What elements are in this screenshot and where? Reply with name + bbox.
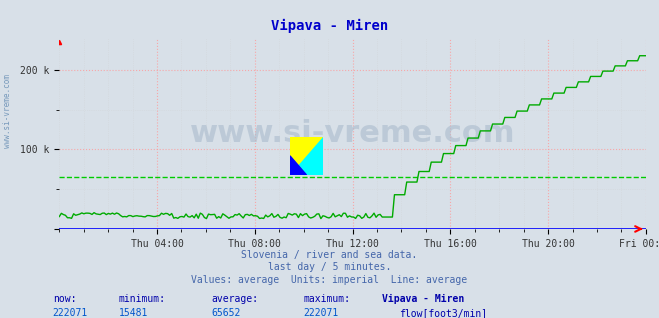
Text: 65652: 65652 — [211, 308, 241, 318]
Text: Vipava - Miren: Vipava - Miren — [271, 19, 388, 33]
Text: last day / 5 minutes.: last day / 5 minutes. — [268, 262, 391, 272]
Text: Vipava - Miren: Vipava - Miren — [382, 294, 465, 304]
Text: now:: now: — [53, 294, 76, 304]
Text: 15481: 15481 — [119, 308, 148, 318]
Text: flow[foot3/min]: flow[foot3/min] — [399, 308, 487, 318]
Text: 222071: 222071 — [53, 308, 88, 318]
Text: Slovenia / river and sea data.: Slovenia / river and sea data. — [241, 250, 418, 259]
Text: www.si-vreme.com: www.si-vreme.com — [190, 119, 515, 148]
Polygon shape — [290, 156, 306, 175]
Text: 222071: 222071 — [303, 308, 338, 318]
Text: average:: average: — [211, 294, 258, 304]
Text: Values: average  Units: imperial  Line: average: Values: average Units: imperial Line: av… — [191, 275, 468, 285]
Polygon shape — [290, 137, 323, 175]
Text: maximum:: maximum: — [303, 294, 350, 304]
Text: www.si-vreme.com: www.si-vreme.com — [3, 74, 13, 148]
Polygon shape — [290, 137, 323, 175]
Text: minimum:: minimum: — [119, 294, 165, 304]
